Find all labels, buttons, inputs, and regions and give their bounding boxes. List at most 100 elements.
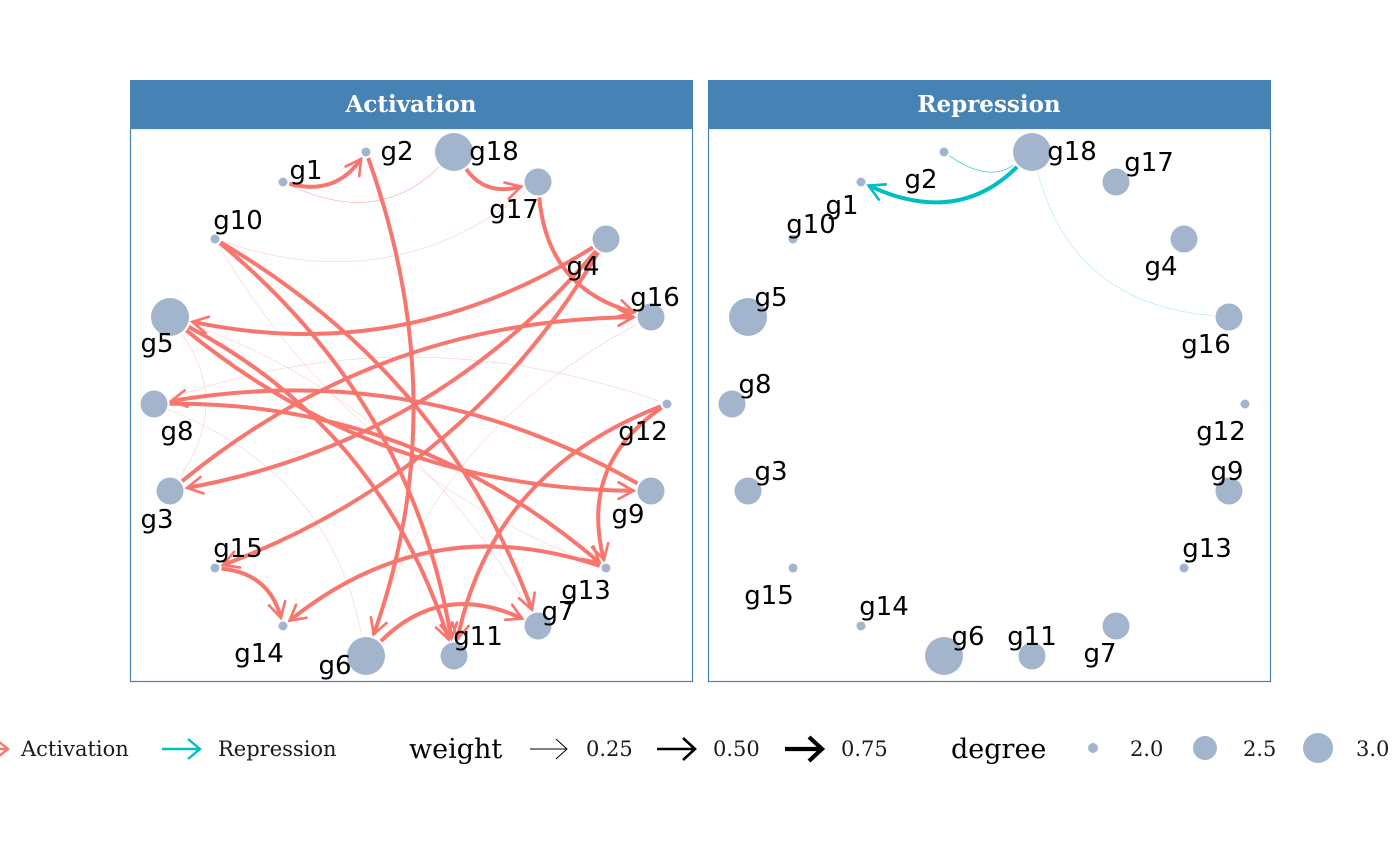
node-g6 [347,637,385,675]
node-g13 [601,563,611,573]
node-label-g16: g16 [1181,330,1231,360]
node-label-g12: g12 [618,417,668,447]
legend-repression-label: Repression [218,737,337,761]
edge-g1-g2 [288,156,363,189]
node-label-g5: g5 [754,283,787,313]
legend-type: Activation Repression [0,737,337,761]
edge-g13-g14 [287,544,601,623]
node-label-g7: g7 [1083,639,1116,669]
edge-g15-g14 [221,566,287,621]
node-g9 [1215,477,1243,505]
node-label-g2: g2 [380,137,413,167]
node-g4 [592,225,620,253]
node-label-g18: g18 [469,137,519,167]
node-g9 [637,477,665,505]
edge-layer [168,156,663,643]
node-g16 [637,303,665,331]
edge-g18-g17 [464,167,524,200]
edge-g12-g13 [590,406,663,563]
panel-title: Repression [917,91,1061,118]
node-g14 [856,621,866,631]
legend-weight-arrow-large [785,735,826,763]
edge-g16-g6 [372,323,638,635]
node-label-g14: g14 [859,592,909,622]
panel-title: Activation [345,91,477,118]
edge-g4-g5 [189,245,594,337]
legend-degree-dot [1088,743,1098,753]
node-label-g14: g14 [234,639,284,669]
node-label-g11: g11 [453,622,503,652]
node-g10 [210,234,220,244]
edge-g18-g16 [1037,172,1212,316]
node-label-g13: g13 [1182,534,1232,564]
node-g12 [662,399,672,409]
node-label-g17: g17 [489,195,539,225]
node-label-g8: g8 [160,417,193,447]
legend-weight-title: weight [409,734,502,765]
node-label-g10: g10 [213,206,263,236]
edge-g12-g11 [451,404,662,642]
legend-activation-label: Activation [20,737,129,761]
node-g15 [788,563,798,573]
edge-g10-g11 [218,241,459,642]
node-label-g5: g5 [140,329,173,359]
edge-g5-g9 [185,328,637,501]
node-g10 [788,234,798,244]
edge-g17-g10 [222,191,527,262]
node-label-g4: g4 [566,252,599,282]
node-g5 [729,298,767,336]
legend-weight-label: 0.50 [713,737,760,761]
node-label-g9: g9 [611,500,644,530]
node-g11 [1018,642,1046,670]
node-g2 [939,147,949,157]
node-g8 [140,390,168,418]
edge-layer [866,155,1212,316]
node-label-g11: g11 [1007,622,1057,652]
edge-g18-g1 [290,166,440,203]
node-label-g4: g4 [1144,252,1177,282]
edge-g5-g7 [189,323,530,611]
node-label-g2: g2 [904,165,937,195]
node-label-g1: g1 [289,156,322,186]
node-g16 [1215,303,1243,331]
node-label-g9: g9 [1210,457,1243,487]
node-label-g10: g10 [786,210,836,240]
node-g1 [278,177,288,187]
node-g7 [524,612,552,640]
legend-weight-label: 0.75 [841,737,888,761]
edge-g8-g12 [168,356,660,402]
node-label-g3: g3 [754,457,787,487]
panel-frame [707,127,1272,683]
edge-g3-g16 [180,307,637,483]
node-label-g8: g8 [738,370,771,400]
edge-g18-g1 [866,165,1019,205]
legend-degree-dot [1193,736,1217,760]
node-g8 [718,390,746,418]
legend-repression-arrow [162,738,202,760]
node-g2 [361,147,371,157]
edge-g10-g13 [218,244,599,566]
node-label-g7: g7 [541,597,574,627]
node-g14 [278,621,288,631]
legend-degree-dot [1303,733,1333,763]
node-g6 [925,637,963,675]
node-g3 [734,477,762,505]
node-label-g6: g6 [951,622,984,652]
node-label-g18: g18 [1047,137,1097,167]
node-g17 [524,168,552,196]
node-g1 [856,177,866,187]
node-g15 [210,563,220,573]
legend-weight-arrow-small [530,738,568,760]
node-label-g15: g15 [213,534,263,564]
edge-g2-g18 [949,155,1014,173]
node-g18 [435,133,473,171]
legend-degree-label: 2.5 [1243,737,1276,761]
node-g12 [1240,399,1250,409]
node-g4 [1170,225,1198,253]
node-label-g12: g12 [1196,417,1246,447]
edge-g8-g6 [168,409,362,634]
